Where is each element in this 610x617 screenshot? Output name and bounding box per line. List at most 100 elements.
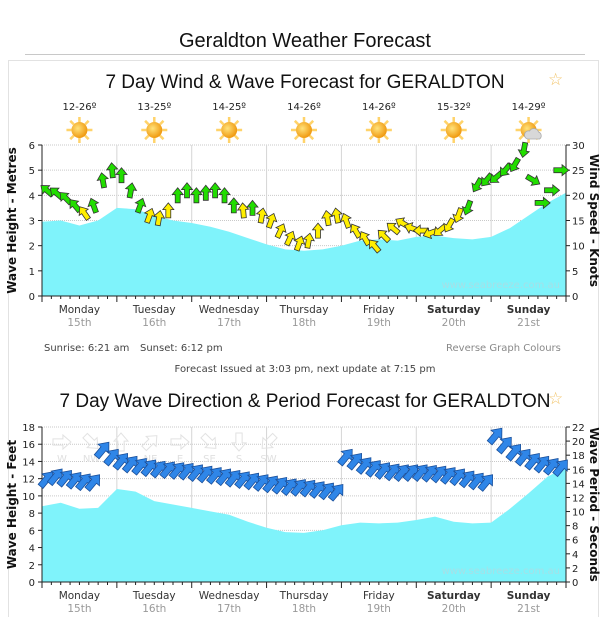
wind-arrow [293, 235, 306, 252]
date-label: 15th [67, 603, 91, 615]
y2-tick-label: 10 [572, 508, 585, 519]
y2-tick-label: 0 [572, 578, 578, 589]
direction-legend-arrow [170, 433, 190, 451]
sunny-icon [365, 117, 392, 143]
wind-arrow [386, 222, 401, 236]
wind-arrow [302, 232, 316, 249]
wind-arrow [115, 167, 128, 184]
sun-ray [308, 119, 315, 126]
sun-ray [383, 134, 389, 141]
y2-axis-label: Wind Speed - Knots [587, 154, 601, 287]
temperature-range: 14-25º [212, 102, 246, 113]
y2-tick-label: 15 [572, 217, 585, 228]
date-label: 18th [292, 603, 316, 615]
sun-ray [144, 134, 150, 141]
day-label: Friday [363, 304, 395, 316]
wind-arrow [359, 231, 372, 247]
wind-arrow [349, 223, 362, 239]
forecast-issued-text: Forecast Issued at 3:03 pm, next update … [174, 364, 436, 375]
day-label: Saturday [427, 590, 481, 602]
sunny-icon [141, 117, 168, 143]
sun-disc [445, 122, 462, 138]
sunrise-time: Sunrise: 6:21 am [44, 343, 130, 354]
sun-disc [221, 122, 238, 138]
date-label: 20th [442, 603, 466, 615]
sun-ray [293, 119, 300, 126]
temperature-range: 14-26º [362, 102, 396, 113]
date-label: 21st [517, 603, 540, 615]
temperature-range: 14-29º [512, 102, 546, 113]
direction-legend-arrow [261, 432, 278, 449]
sun-ray [443, 119, 449, 126]
day-label: Thursday [279, 590, 329, 602]
favourite-star-icon[interactable]: ☆ [548, 70, 564, 90]
wave-direction-arrow [93, 441, 110, 460]
wave-direction-arrow [327, 484, 344, 502]
y2-tick-label: 6 [572, 536, 578, 547]
sun-ray [518, 134, 524, 141]
y2-tick-label: 0 [572, 292, 578, 303]
sun-ray [159, 134, 165, 141]
sun-ray [458, 134, 464, 141]
y2-tick-label: 12 [572, 493, 585, 504]
direction-legend-arrow [141, 435, 158, 452]
wave-height-area [42, 466, 566, 582]
wind-arrow [340, 212, 352, 229]
sun-ray [368, 134, 375, 141]
y-tick-label: 5 [29, 166, 35, 177]
direction-legend-arrow [82, 432, 99, 449]
wind-arrow [236, 202, 250, 219]
wind-arrow [134, 197, 147, 214]
day-label: Sunday [507, 304, 551, 316]
sunset-time: Sunset: 6:12 pm [140, 343, 223, 354]
wind-arrow [284, 230, 296, 247]
wind-arrow [534, 196, 551, 210]
y2-axis-label: Wave Period - Seconds [587, 427, 601, 582]
sun-ray [293, 134, 300, 141]
direction-legend-label: NW [83, 454, 100, 465]
y-tick-label: 14 [22, 457, 35, 468]
day-label: Sunday [507, 590, 551, 602]
wind-arrow [227, 197, 241, 214]
day-label: Tuesday [132, 590, 176, 602]
day-label: Monday [59, 304, 100, 316]
watermark: www.seabreeze.com.au [442, 566, 560, 577]
direction-legend-arrow [112, 432, 130, 452]
wave-direction-arrow [84, 474, 101, 492]
wind-arrow [124, 182, 138, 199]
cloud [524, 128, 542, 140]
y-tick-label: 16 [22, 440, 35, 451]
sun-ray [69, 119, 75, 126]
y-tick-label: 6 [29, 141, 35, 152]
sunny-icon [440, 117, 467, 143]
wind-arrow [508, 156, 521, 173]
wind-arrow [190, 187, 203, 204]
direction-legend-arrow [52, 433, 72, 451]
wind-chart-title: 7 Day Wind & Wave Forecast for GERALDTON [105, 72, 505, 93]
y-tick-label: 4 [29, 544, 35, 555]
reverse-graph-colours-link[interactable]: Reverse Graph Colours [446, 343, 561, 354]
wind-arrow [461, 199, 474, 216]
sunny-icon [66, 117, 93, 143]
temperature-range: 15-32º [437, 102, 471, 113]
favourite-star-icon[interactable]: ☆ [548, 389, 564, 409]
sun-ray [84, 119, 90, 126]
sun-ray [84, 134, 90, 141]
wind-arrow [78, 206, 91, 222]
wind-arrow [311, 222, 325, 239]
wind-arrow [87, 197, 100, 214]
sun-disc [370, 122, 387, 138]
sunny-icon [291, 117, 317, 143]
sun-ray [533, 119, 539, 126]
y2-tick-label: 14 [572, 479, 585, 490]
y-tick-label: 18 [22, 423, 35, 434]
y-tick-label: 12 [22, 475, 35, 486]
y-tick-label: 0 [29, 292, 35, 303]
wind-arrow [265, 212, 278, 229]
y-tick-label: 0 [29, 578, 35, 589]
y-tick-label: 4 [29, 191, 35, 202]
wind-arrow [105, 162, 119, 179]
day-label: Wednesday [199, 304, 260, 316]
